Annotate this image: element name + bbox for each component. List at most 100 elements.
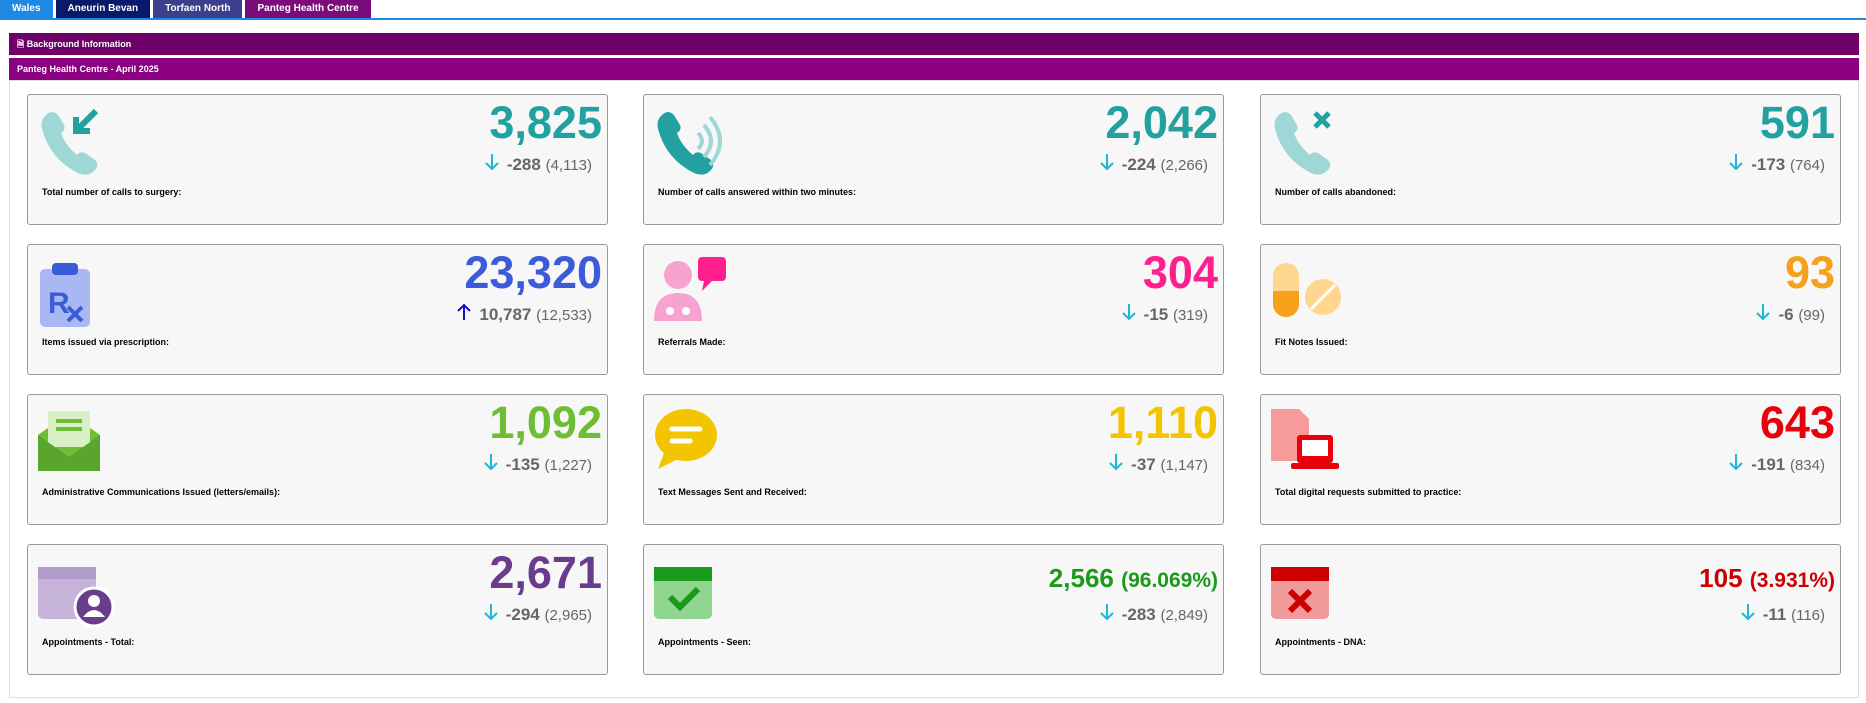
change-value: -294 (505, 604, 540, 624)
kpi-value: 93 (1785, 247, 1835, 299)
icon-shape (654, 567, 712, 581)
kpi-change: -135 (1,227) (483, 453, 592, 476)
previous-value: (319) (1172, 306, 1208, 324)
kpi-icon (38, 555, 115, 632)
previous-value: (4,113) (545, 156, 592, 174)
change-value: 10,787 (479, 304, 532, 324)
arrow-shape (1741, 604, 1755, 621)
icon-shape (88, 595, 100, 607)
kpi-value: 105 (3.931%) (1699, 563, 1835, 594)
arrow-shape (1729, 154, 1743, 171)
tab-bar: Wales Aneurin Bevan Torfaen North Panteg He… (0, 0, 1866, 20)
change-text: -135 (1,227) (506, 455, 592, 475)
kpi-card: 93 -6 (99) Fit Notes Issued: (1260, 244, 1841, 375)
icon-shape (1273, 291, 1299, 317)
icon (38, 567, 115, 628)
kpi-change: -15 (319) (1121, 303, 1208, 326)
arrow-shape (1109, 454, 1123, 471)
icon: R (40, 263, 90, 327)
trend-arrow (1729, 453, 1743, 476)
kpi-value: 1,110 (1108, 397, 1218, 449)
kpi-number: 304 (1142, 247, 1218, 298)
subsection-header: Panteg Health Centre - April 2025 (9, 58, 1859, 80)
card-panel: 3,825 -288 (4,113) Total number of calls t… (9, 80, 1859, 698)
arrow (1756, 304, 1771, 321)
kpi-percent: (3.931%) (1749, 569, 1835, 592)
icon-shape (73, 108, 99, 134)
kpi-icon (654, 105, 730, 182)
change-value: -224 (1121, 154, 1156, 174)
icon (654, 257, 726, 321)
change-text: -11 (116) (1763, 605, 1825, 625)
kpi-number: 1,110 (1107, 397, 1218, 448)
arrow-shape (1099, 604, 1114, 621)
icon-shape (698, 257, 726, 281)
kpi-label: Number of calls abandoned: (1275, 187, 1397, 197)
kpi-value: 2,566 (96.069%) (1049, 563, 1218, 594)
tab[interactable]: Aneurin Bevan (55, 0, 151, 18)
icon-shape (66, 305, 84, 323)
icon-shape (56, 419, 82, 431)
icon-shape (1274, 112, 1331, 175)
kpi-card: 591 -173 (764) Number of calls abandoned: (1260, 94, 1841, 225)
kpi-number: 2,042 (1105, 97, 1218, 148)
trend-arrow (1741, 603, 1755, 626)
kpi-card: 3,825 -288 (4,113) Total number of calls t… (27, 94, 608, 225)
kpi-card: R 23,320 10,787 (12,533) Items issued via p… (27, 244, 608, 375)
trend-arrow (1756, 303, 1771, 326)
kpi-card: 2,671 -294 (2,965) Appointments - Total: (27, 544, 608, 675)
arrow-shape (1099, 154, 1114, 171)
icon-shape (696, 115, 722, 167)
change-value: -283 (1121, 604, 1156, 624)
kpi-number: 3,825 (489, 97, 602, 148)
kpi-icon (1271, 555, 1347, 632)
arrow (457, 303, 472, 320)
kpi-card: 2,566 (96.069%) -283 (2,849) Appointments … (643, 544, 1224, 675)
trend-arrow (1729, 153, 1743, 176)
arrow-shape (457, 303, 472, 320)
kpi-value: 2,042 (1105, 97, 1218, 149)
tab[interactable]: Torfaen North (153, 0, 243, 18)
change-text: -283 (2,849) (1122, 605, 1208, 625)
section-header[interactable]: 🗎 Background Information (9, 33, 1859, 55)
change-value: -15 (1143, 304, 1169, 324)
kpi-number: 643 (1759, 397, 1835, 448)
kpi-change: -37 (1,147) (1109, 453, 1208, 476)
tab[interactable]: Wales (0, 0, 53, 18)
arrow (1729, 154, 1743, 171)
change-value: -6 (1778, 304, 1794, 324)
icon-shape (1302, 440, 1328, 456)
icon (1271, 567, 1329, 619)
icon (38, 411, 100, 471)
arrow (483, 604, 498, 621)
previous-value: (834) (1789, 456, 1825, 474)
kpi-label: Items issued via prescription: (42, 337, 170, 347)
kpi-change: -224 (2,266) (1099, 153, 1208, 176)
trend-arrow (1099, 153, 1114, 176)
icon (1273, 263, 1341, 317)
change-text: -294 (2,965) (506, 605, 592, 625)
kpi-value: 3,825 (489, 97, 602, 149)
kpi-change: -283 (2,849) (1099, 603, 1208, 626)
arrow (1109, 454, 1123, 471)
arrow (1729, 454, 1743, 471)
kpi-icon (654, 555, 730, 632)
icon-shape (83, 610, 105, 617)
icon (657, 112, 722, 175)
previous-value: (12,533) (536, 306, 592, 324)
kpi-label: Appointments - Seen: (658, 637, 752, 647)
trend-arrow (1099, 603, 1114, 626)
icon-shape (667, 586, 701, 612)
kpi-label: Referrals Made: (658, 337, 726, 347)
trend-arrow (485, 153, 499, 176)
icon (654, 567, 712, 619)
kpi-icon (38, 405, 114, 482)
icon-shape (658, 453, 678, 469)
previous-value: (2,849) (1160, 606, 1208, 624)
kpi-change: -288 (4,113) (485, 153, 592, 176)
kpi-number: 1,092 (489, 397, 602, 448)
arrow (1099, 604, 1114, 621)
icon-shape (38, 435, 100, 471)
tab[interactable]: Panteg Health Centre (245, 0, 371, 18)
kpi-value: 2,671 (489, 547, 602, 599)
